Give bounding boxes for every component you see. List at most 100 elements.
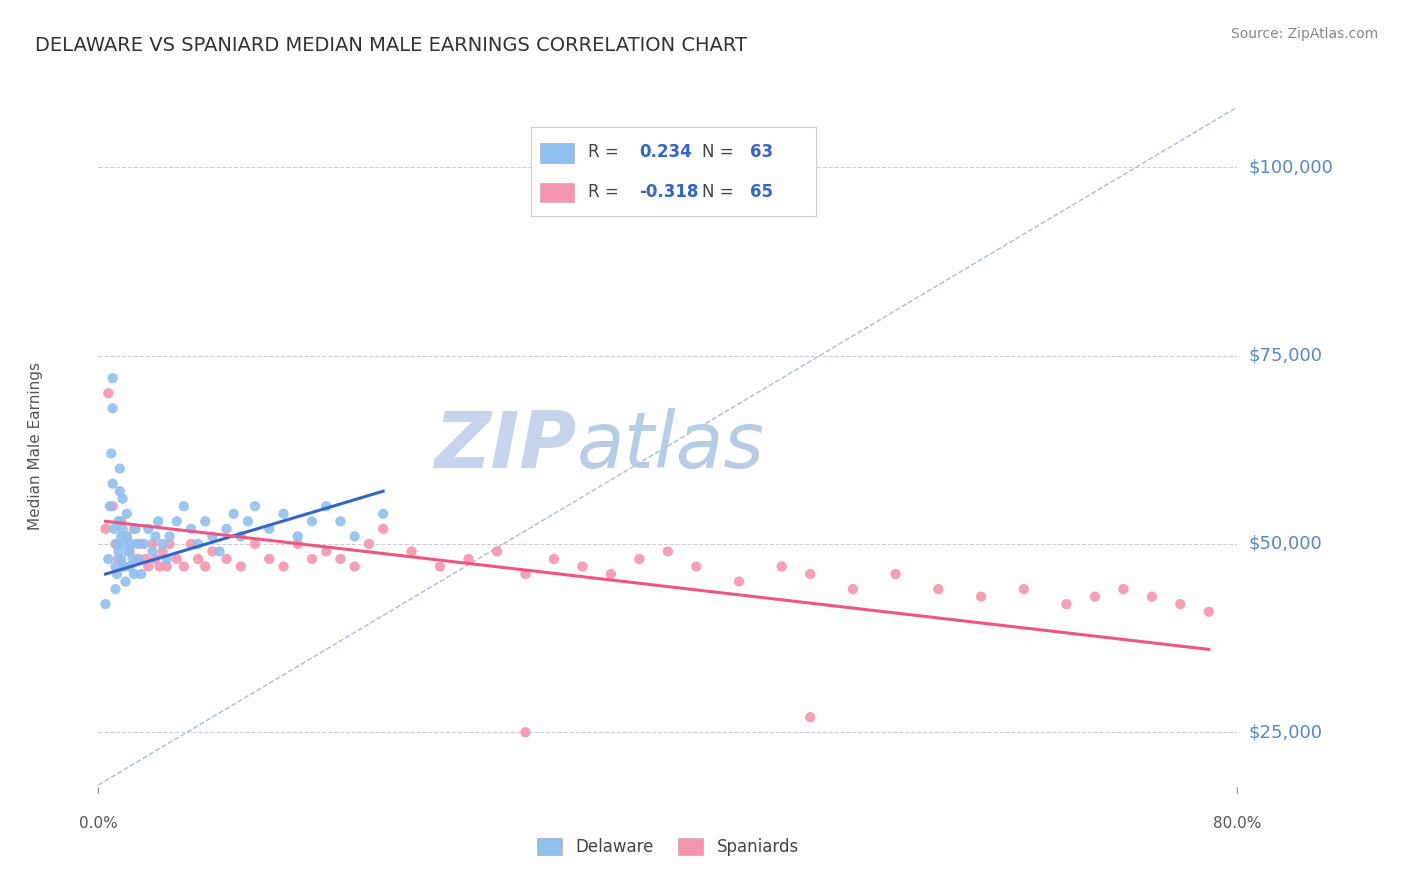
Point (118, 559, 141, 574)
Point (110, 514, 132, 528)
Point (152, 537, 174, 551)
Point (1084, 590, 1107, 604)
Point (152, 544, 174, 558)
Point (222, 507, 245, 521)
Point (236, 514, 259, 528)
Point (215, 552, 238, 566)
Point (259, 522, 281, 536)
Point (194, 514, 217, 528)
Point (145, 529, 167, 543)
Point (132, 537, 155, 551)
Point (287, 537, 309, 551)
Point (127, 552, 149, 566)
Text: ZIP: ZIP (434, 408, 576, 484)
Point (101, 476, 124, 491)
Point (315, 544, 337, 558)
Point (373, 522, 395, 536)
Point (97, 552, 120, 566)
Point (301, 552, 323, 566)
Point (110, 529, 132, 543)
Text: $25,000: $25,000 (1249, 723, 1323, 741)
Point (108, 484, 131, 499)
Point (118, 544, 141, 558)
Point (970, 590, 993, 604)
Point (543, 552, 565, 566)
Text: 80.0%: 80.0% (1213, 815, 1261, 830)
Point (100, 446, 122, 460)
Text: 0.0%: 0.0% (79, 815, 118, 830)
Text: DELAWARE VS SPANIARD MEDIAN MALE EARNINGS CORRELATION CHART: DELAWARE VS SPANIARD MEDIAN MALE EARNING… (35, 36, 747, 54)
Point (129, 567, 152, 582)
Point (799, 710, 821, 724)
Point (628, 552, 651, 566)
Point (112, 537, 135, 551)
Point (125, 537, 148, 551)
Point (273, 507, 295, 521)
Point (173, 500, 195, 514)
Point (357, 537, 380, 551)
Point (229, 529, 252, 543)
Point (120, 537, 142, 551)
Point (121, 552, 143, 566)
Point (515, 725, 537, 739)
Point (94, 522, 117, 536)
Point (159, 529, 181, 543)
Point (112, 559, 135, 574)
Point (136, 559, 159, 574)
Point (134, 552, 156, 566)
Point (122, 567, 145, 582)
Point (201, 544, 224, 558)
Point (141, 544, 163, 558)
Point (98, 500, 121, 514)
Point (148, 514, 170, 528)
Text: $75,000: $75,000 (1249, 347, 1323, 365)
Point (301, 514, 323, 528)
Point (149, 559, 172, 574)
Point (728, 574, 751, 589)
Point (429, 559, 451, 574)
Point (114, 574, 136, 589)
Point (194, 559, 217, 574)
Point (104, 582, 127, 596)
Point (101, 401, 124, 416)
Point (927, 582, 949, 596)
Point (799, 567, 821, 582)
Point (287, 529, 309, 543)
Point (127, 552, 149, 566)
Point (273, 559, 295, 574)
Point (156, 552, 179, 566)
Point (187, 537, 209, 551)
Point (111, 522, 134, 536)
Point (685, 559, 707, 574)
Point (208, 544, 231, 558)
Point (111, 491, 134, 506)
Point (122, 522, 145, 536)
Point (1140, 590, 1163, 604)
Point (515, 567, 537, 582)
Point (201, 529, 224, 543)
Point (105, 567, 128, 582)
Text: $50,000: $50,000 (1249, 535, 1322, 553)
Point (1112, 582, 1135, 596)
Text: atlas: atlas (576, 408, 765, 484)
Point (159, 537, 181, 551)
Point (136, 522, 159, 536)
Point (112, 559, 135, 574)
Point (115, 507, 138, 521)
Point (107, 544, 129, 558)
Point (107, 514, 129, 528)
Point (166, 552, 188, 566)
Point (373, 507, 395, 521)
Point (657, 544, 679, 558)
Point (571, 559, 593, 574)
Point (173, 559, 195, 574)
Point (600, 567, 623, 582)
Point (115, 529, 138, 543)
Point (259, 552, 281, 566)
Point (108, 461, 131, 475)
Point (156, 559, 179, 574)
Point (1012, 582, 1035, 596)
Point (1170, 597, 1192, 611)
Point (329, 552, 352, 566)
Point (104, 559, 127, 574)
